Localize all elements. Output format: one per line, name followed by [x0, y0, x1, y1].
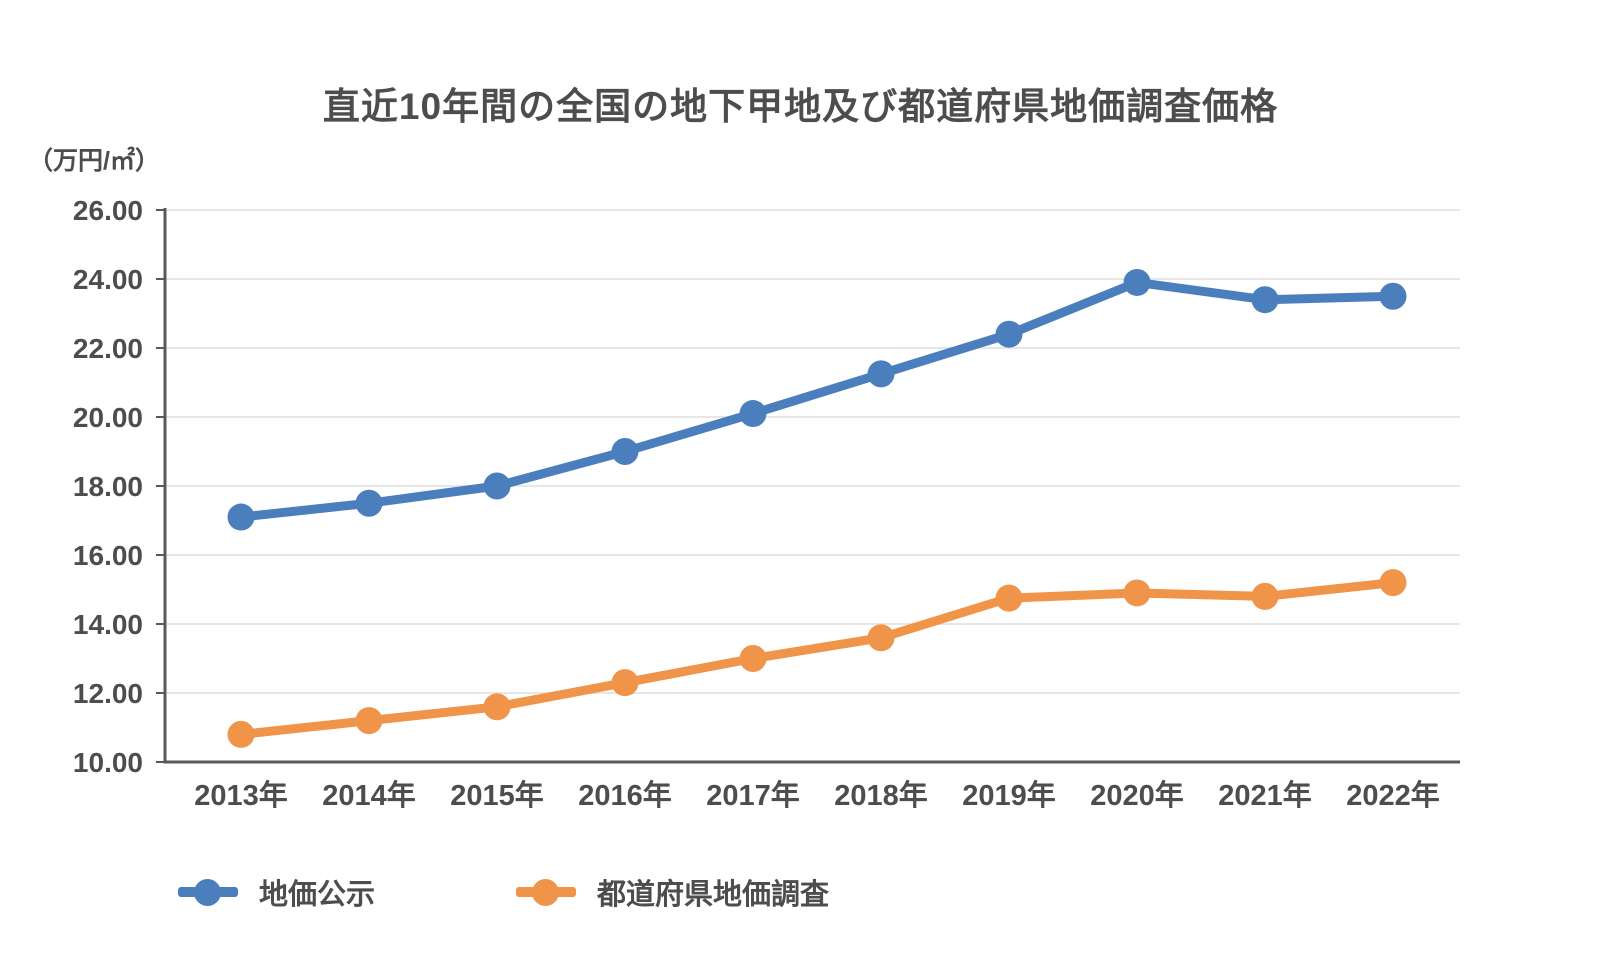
data-point-1-2018年: [867, 624, 895, 652]
x-axis-tick-label: 2022年: [1346, 778, 1440, 812]
x-axis-tick-label: 2019年: [962, 778, 1056, 812]
data-point-0-2018年: [867, 360, 895, 388]
data-point-0-2022年: [1379, 282, 1407, 310]
y-axis-unit-label: （万円/㎡）: [28, 147, 160, 175]
data-point-0-2017年: [739, 400, 767, 428]
data-point-0-2016年: [611, 438, 639, 465]
y-axis-tick-label: 22.00: [73, 333, 143, 364]
y-axis-tick-label: 10.00: [73, 747, 143, 778]
data-point-1-2017年: [739, 645, 767, 672]
data-point-0-2020年: [1123, 268, 1151, 296]
data-point-0-2019年: [995, 320, 1023, 348]
data-point-1-2014年: [355, 707, 383, 735]
legend-line-marker-orange-icon: [516, 878, 576, 906]
data-point-1-2015年: [483, 693, 511, 721]
y-axis-tick-label: 14.00: [73, 609, 143, 640]
x-axis-tick-label: 2014年: [322, 778, 416, 812]
legend-item-chika-koji: 地価公示: [178, 862, 375, 922]
x-axis-tick-label: 2016年: [578, 778, 672, 812]
y-axis-tick-label: 16.00: [73, 540, 143, 571]
series-line-1: [236, 578, 1398, 739]
x-axis-tick-label: 2018年: [834, 778, 928, 812]
legend-label-chika-koji: 地価公示: [259, 879, 376, 911]
series-line-0: [236, 277, 1398, 522]
data-point-1-2021年: [1251, 582, 1279, 610]
x-axis-tick-label: 2017年: [706, 778, 800, 812]
y-axis-tick-label: 20.00: [73, 402, 143, 433]
legend-dot-blue-icon: [194, 878, 221, 906]
x-axis-tick-label: 2021年: [1218, 778, 1312, 812]
legend-dot-orange-icon: [532, 878, 559, 906]
y-axis-tick-label: 26.00: [73, 195, 143, 226]
data-point-0-2015年: [483, 472, 511, 500]
legend-item-todofuken-chika-chosa: 都道府県地価調査: [516, 862, 829, 922]
legend-label-todofuken-chika-chosa: 都道府県地価調査: [597, 879, 830, 911]
x-axis-tick-label: 2013年: [194, 778, 288, 812]
chart-legend: 地価公示 都道府県地価調査: [0, 862, 1601, 922]
y-axis-tick-label: 24.00: [73, 264, 143, 295]
data-point-1-2020年: [1123, 579, 1151, 607]
data-point-0-2021年: [1251, 286, 1279, 314]
chart-title: 直近10年間の全国の地下甲地及び都道府県地価調査価格: [322, 86, 1279, 127]
data-point-1-2019年: [995, 584, 1023, 612]
x-axis-tick-label: 2020年: [1090, 778, 1184, 812]
data-point-1-2013年: [227, 720, 255, 748]
legend-line-marker-blue-icon: [178, 878, 238, 906]
y-axis-tick-label: 12.00: [73, 678, 143, 709]
y-axis-tick-label: 18.00: [73, 471, 143, 502]
data-point-1-2016年: [611, 669, 639, 697]
data-point-1-2022年: [1379, 569, 1407, 597]
data-point-0-2014年: [355, 489, 383, 517]
data-point-0-2013年: [227, 503, 255, 531]
x-axis-tick-label: 2015年: [450, 778, 544, 812]
